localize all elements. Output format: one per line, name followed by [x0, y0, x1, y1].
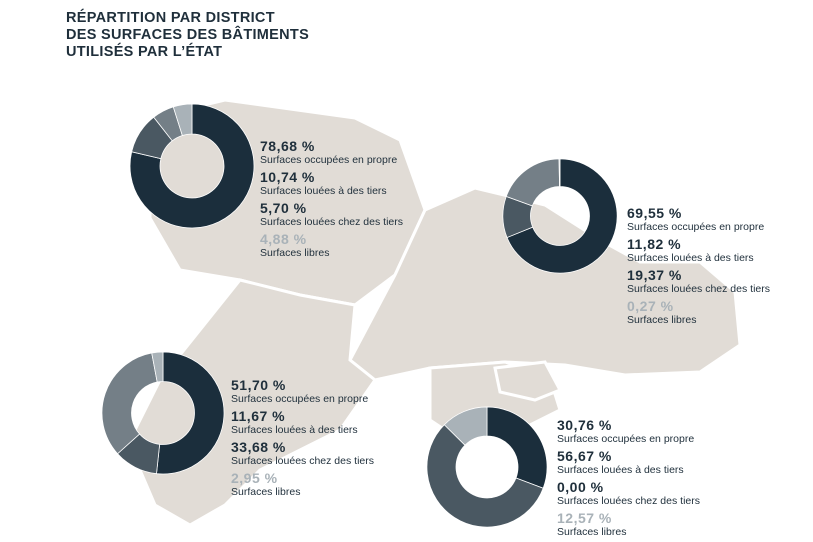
- legend-4-label-2: Surfaces louées à des tiers: [557, 464, 684, 476]
- legend-2-value-4: 0,27 %: [627, 298, 674, 314]
- title-line-2: DES SURFACES DES BÂTIMENTS: [66, 27, 310, 43]
- legend-3-label-4: Surfaces libres: [231, 486, 301, 498]
- donut-chart-4: [426, 406, 548, 528]
- legend-1-value-4: 4,88 %: [260, 231, 307, 247]
- donut-4-slice-1: [486, 406, 548, 489]
- legend-4-value-2: 56,67 %: [557, 448, 612, 464]
- title-line-1: RÉPARTITION PAR DISTRICT: [66, 10, 275, 26]
- legend-2-label-3: Surfaces louées chez des tiers: [627, 283, 770, 295]
- donut-3-slice-4: [151, 351, 164, 383]
- legend-1-label-3: Surfaces louées chez des tiers: [260, 216, 403, 228]
- legend-4-value-4: 12,57 %: [557, 510, 612, 526]
- legend-3-value-3: 33,68 %: [231, 439, 286, 455]
- legend-1-label-4: Surfaces libres: [260, 247, 330, 259]
- legend-2-label-4: Surfaces libres: [627, 314, 697, 326]
- donut-2-slice-1: [506, 158, 618, 274]
- legend-1-value-1: 78,68 %: [260, 138, 315, 154]
- donut-2-slice-4: [558, 158, 561, 187]
- legend-4: 30,76 % Surfaces occupées en propre 56,67…: [557, 418, 787, 542]
- legend-2-value-3: 19,37 %: [627, 267, 682, 283]
- legend-4-value-1: 30,76 %: [557, 417, 612, 433]
- legend-2-label-1: Surfaces occupées en propre: [627, 221, 765, 233]
- legend-3-value-2: 11,67 %: [231, 408, 286, 424]
- donut-chart-2: [502, 158, 618, 274]
- legend-2: 69,55 % Surfaces occupées en propre 11,82…: [627, 206, 813, 330]
- legend-1-label-1: Surfaces occupées en propre: [260, 154, 398, 166]
- donut-4-slice-2: [426, 424, 544, 528]
- legend-4-value-3: 0,00 %: [557, 479, 604, 495]
- donut-3-slice-1: [156, 351, 225, 475]
- donut-3-slice-3: [101, 352, 158, 455]
- legend-1-value-2: 10,74 %: [260, 169, 315, 185]
- legend-4-label-4: Surfaces libres: [557, 526, 627, 538]
- legend-4-label-3: Surfaces louées chez des tiers: [557, 495, 700, 507]
- legend-2-value-1: 69,55 %: [627, 205, 682, 221]
- legend-1-value-3: 5,70 %: [260, 200, 307, 216]
- chart-title: RÉPARTITION PAR DISTRICT DES SURFACES DE…: [66, 10, 386, 61]
- legend-1: 78,68 % Surfaces occupées en propre 10,74…: [260, 139, 490, 263]
- legend-3-value-4: 2,95 %: [231, 470, 278, 486]
- legend-2-value-2: 11,82 %: [627, 236, 682, 252]
- title-line-3: UTILISÉS PAR L’ÉTAT: [66, 44, 223, 60]
- donut-chart-3: [101, 351, 225, 475]
- legend-3-value-1: 51,70 %: [231, 377, 286, 393]
- district-southeast-island: [493, 360, 563, 402]
- donut-4-slice-4: [443, 406, 488, 446]
- legend-3-label-2: Surfaces louées à des tiers: [231, 424, 358, 436]
- legend-3-label-3: Surfaces louées chez des tiers: [231, 455, 374, 467]
- district-northwest: [148, 98, 427, 307]
- donut-1-slice-1: [129, 103, 255, 229]
- legend-1-label-2: Surfaces louées à des tiers: [260, 185, 387, 197]
- legend-2-label-2: Surfaces louées à des tiers: [627, 252, 754, 264]
- donut-chart-1: [129, 103, 255, 229]
- legend-3-label-1: Surfaces occupées en propre: [231, 393, 369, 405]
- legend-3: 51,70 % Surfaces occupées en propre 11,67…: [231, 378, 461, 502]
- donut-1-slice-4: [172, 103, 193, 136]
- legend-4-label-1: Surfaces occupées en propre: [557, 433, 695, 445]
- donut-2-slice-3: [505, 158, 560, 207]
